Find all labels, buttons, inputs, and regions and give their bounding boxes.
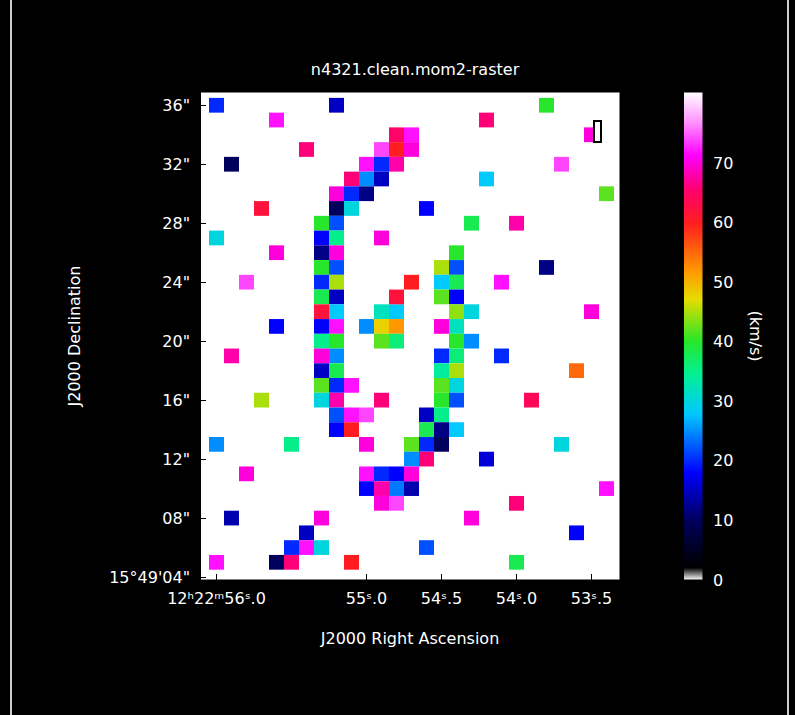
svg-text:32": 32": [162, 155, 190, 174]
svg-text:60: 60: [713, 213, 733, 232]
svg-text:15°49'04": 15°49'04": [109, 568, 190, 587]
svg-text:J2000 Declination: J2000 Declination: [65, 266, 84, 408]
svg-text:50: 50: [713, 273, 733, 292]
svg-text:08": 08": [162, 509, 190, 528]
svg-text:12": 12": [162, 450, 190, 469]
svg-text:28": 28": [162, 214, 190, 233]
svg-text:70: 70: [713, 154, 733, 173]
svg-text:J2000 Right Ascension: J2000 Right Ascension: [320, 629, 500, 648]
svg-text:53ˢ.5: 53ˢ.5: [571, 589, 613, 608]
svg-text:24": 24": [162, 273, 190, 292]
svg-text:16": 16": [162, 391, 190, 410]
svg-text:20": 20": [162, 332, 190, 351]
svg-text:(km/s): (km/s): [746, 310, 765, 361]
svg-text:20: 20: [713, 451, 733, 470]
svg-text:30: 30: [713, 392, 733, 411]
svg-text:55ˢ.0: 55ˢ.0: [346, 589, 388, 608]
svg-text:n4321.clean.mom2-raster: n4321.clean.mom2-raster: [311, 60, 520, 79]
svg-text:12ʰ22ᵐ56ˢ.0: 12ʰ22ᵐ56ˢ.0: [167, 589, 266, 608]
svg-text:54ˢ.5: 54ˢ.5: [421, 589, 463, 608]
svg-text:0: 0: [713, 571, 723, 590]
svg-text:10: 10: [713, 511, 733, 530]
svg-text:54ˢ.0: 54ˢ.0: [496, 589, 538, 608]
svg-text:36": 36": [162, 96, 190, 115]
svg-text:40: 40: [713, 332, 733, 351]
